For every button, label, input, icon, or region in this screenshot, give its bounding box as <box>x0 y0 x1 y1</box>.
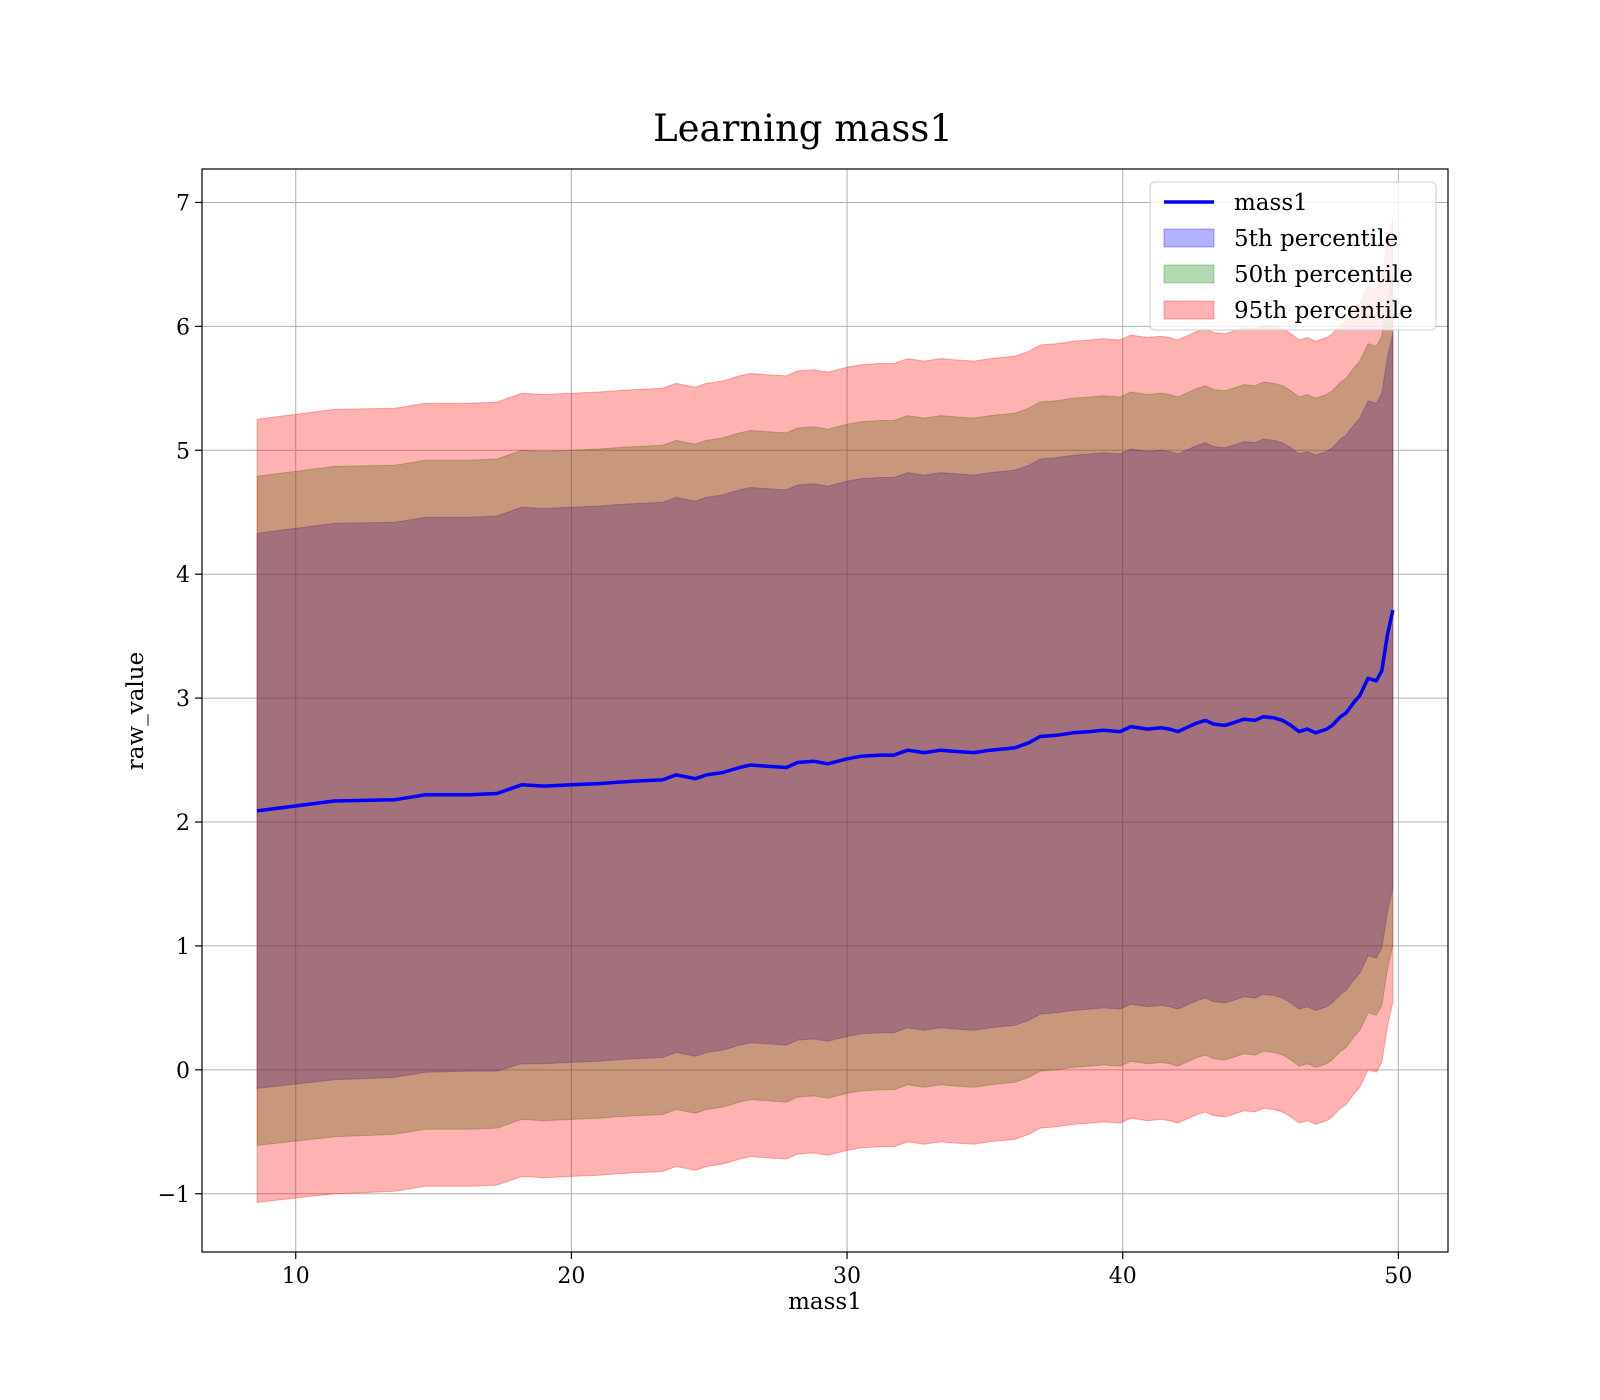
legend-label: 95th percentile <box>1234 298 1413 324</box>
y-tick-label: 4 <box>176 563 190 588</box>
y-tick-label: 7 <box>176 191 190 216</box>
x-axis-label: mass1 <box>788 1289 862 1315</box>
y-tick-label: 3 <box>176 687 190 712</box>
x-tick-label: 10 <box>282 1264 310 1289</box>
y-tick-label: 1 <box>176 935 190 960</box>
y-tick-label: 6 <box>176 315 190 340</box>
legend-patch-swatch <box>1163 300 1215 320</box>
legend-label: 50th percentile <box>1234 262 1413 288</box>
x-tick-label: 40 <box>1109 1264 1137 1289</box>
legend-label: 5th percentile <box>1234 226 1398 252</box>
legend-frame <box>1149 181 1437 331</box>
series-line-mass1 <box>256 609 1395 813</box>
y-axis-ticks: −1 0 1 2 3 4 5 6 7 <box>158 191 202 1208</box>
legend-label: mass1 <box>1234 190 1308 216</box>
y-tick-label: 5 <box>176 439 190 464</box>
y-tick-label: −1 <box>158 1183 190 1208</box>
band-95th-percentile <box>256 218 1394 1203</box>
x-axis-ticks: 10 20 30 40 50 <box>282 1252 1412 1289</box>
legend: mass1 5th percentile 50th percentile 95th p… <box>1149 181 1437 331</box>
legend-patch-swatch <box>1163 228 1215 248</box>
plot-frame <box>201 168 1449 1253</box>
chart-title: Learning mass1 <box>653 107 953 150</box>
series-lines <box>256 609 1395 813</box>
y-axis-label: raw_value <box>123 652 149 770</box>
x-tick-label: 30 <box>833 1264 861 1289</box>
y-tick-label: 2 <box>176 811 190 836</box>
percentile-bands <box>256 218 1394 1203</box>
y-tick-label: 0 <box>176 1059 190 1084</box>
x-tick-label: 20 <box>557 1264 585 1289</box>
band-5th-percentile <box>256 332 1394 1089</box>
x-tick-label: 50 <box>1384 1264 1412 1289</box>
band-50th-percentile <box>256 275 1394 1146</box>
legend-patch-swatch <box>1163 264 1215 284</box>
